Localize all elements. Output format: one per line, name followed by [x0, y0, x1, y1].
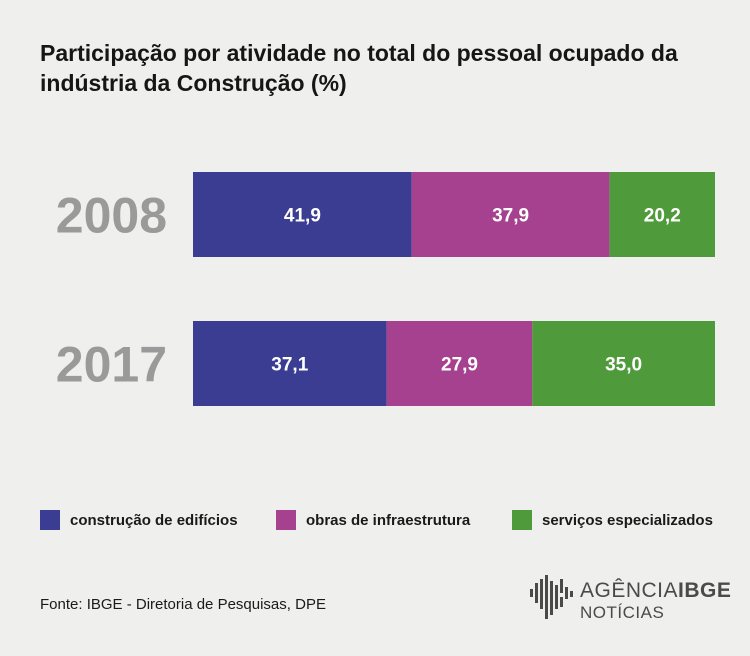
legend-swatch-obras: [276, 510, 296, 530]
agencia-ibge-logo: AGÊNCIAIBGE NOTÍCIAS: [530, 575, 731, 625]
value-label-2017-obras-de-infraestrutura: 27,9: [441, 355, 478, 376]
year-label-2017: 2017: [56, 337, 167, 393]
legend-label-servicos: serviços especializados: [542, 511, 713, 529]
value-label-2008-obras-de-infraestrutura: 37,9: [492, 206, 529, 227]
bar-2017-construcao-de-edificios: [193, 321, 387, 406]
source-note: Fonte: IBGE - Diretoria de Pesquisas, DP…: [40, 596, 326, 613]
brand-part-ibge: IBGE: [678, 579, 732, 602]
bar-2008-obras-de-infraestrutura: [411, 172, 610, 257]
legend: construção de edifícios obras de infraes…: [40, 508, 730, 532]
brand-subtitle: NOTÍCIAS: [580, 603, 665, 622]
legend-item-obras: obras de infraestrutura: [276, 508, 470, 532]
value-label-2017-servicos-especializados: 35,0: [605, 355, 642, 376]
legend-item-construcao: construção de edifícios: [40, 508, 238, 532]
brand-name: AGÊNCIAIBGE: [580, 579, 731, 603]
bar-2017-obras-de-infraestrutura: [386, 321, 533, 406]
legend-label-construcao: construção de edifícios: [70, 511, 238, 529]
value-label-2017-construcao-de-edificios: 37,1: [271, 355, 308, 376]
value-label-2008-servicos-especializados: 20,2: [644, 206, 681, 227]
legend-swatch-servicos: [512, 510, 532, 530]
bar-2008-servicos-especializados: [609, 172, 715, 257]
legend-label-obras: obras de infraestrutura: [306, 511, 471, 529]
value-label-2008-construcao-de-edificios: 41,9: [284, 206, 321, 227]
chart-title: Participação por atividade no total do p…: [40, 40, 678, 96]
year-label-2008: 2008: [56, 188, 167, 244]
bar-2017-servicos-especializados: [532, 321, 715, 406]
bar-2008-construcao-de-edificios: [193, 172, 412, 257]
legend-item-servicos: serviços especializados: [512, 508, 713, 532]
stacked-bar-chart: 2008 41,9 37,9 20,2 2017 37,1 27,9 35,0: [56, 172, 715, 406]
brand-part-agencia: AGÊNCIA: [580, 579, 679, 602]
legend-swatch-construcao: [40, 510, 60, 530]
ibge-barcode-mark-icon: [530, 575, 573, 619]
